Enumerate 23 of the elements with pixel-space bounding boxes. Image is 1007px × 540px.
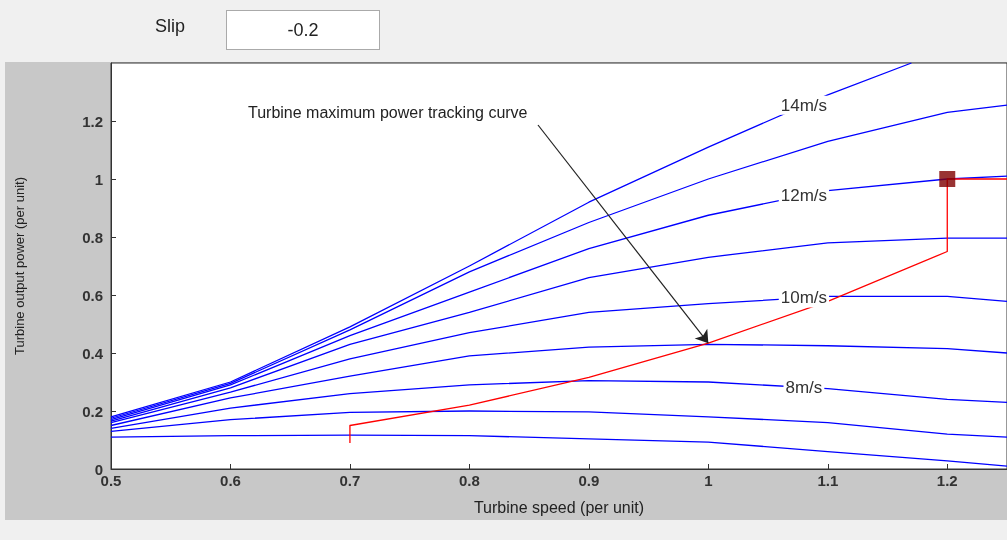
x-tick-label: 1.2 bbox=[936, 472, 958, 489]
y-tick-label: 0.8 bbox=[82, 228, 103, 246]
x-tick-label: 1 bbox=[704, 472, 713, 489]
x-tick-label: 0.6 bbox=[220, 472, 241, 489]
text-field: -0.2 bbox=[226, 10, 380, 50]
y-tick-label: 1 bbox=[94, 170, 103, 188]
x-tick-label: 1.1 bbox=[817, 472, 839, 489]
x-tick-label: 0.9 bbox=[578, 472, 600, 489]
series-label: 8m/s bbox=[785, 377, 823, 397]
y-tick-label: 0.4 bbox=[82, 344, 104, 362]
series-label: 12m/s bbox=[780, 186, 828, 206]
y-tick-label: 0 bbox=[94, 460, 103, 478]
x-axis-title: Turbine speed (per unit) bbox=[473, 498, 645, 516]
y-tick-label: 0.2 bbox=[82, 402, 103, 420]
y-axis-title: Turbine output power (per unit) bbox=[12, 176, 27, 356]
annotation: Turbine maximum power tracking curve bbox=[248, 103, 528, 121]
series-label: 10m/s bbox=[780, 288, 828, 308]
x-tick-label: 0.8 bbox=[458, 472, 480, 489]
text: Slip bbox=[155, 16, 186, 37]
y-tick-label: 1.2 bbox=[82, 112, 103, 130]
x-tick-label: 0.7 bbox=[339, 472, 361, 489]
y-tick-label: 0.6 bbox=[82, 286, 103, 304]
series-label: 14m/s bbox=[780, 95, 828, 115]
